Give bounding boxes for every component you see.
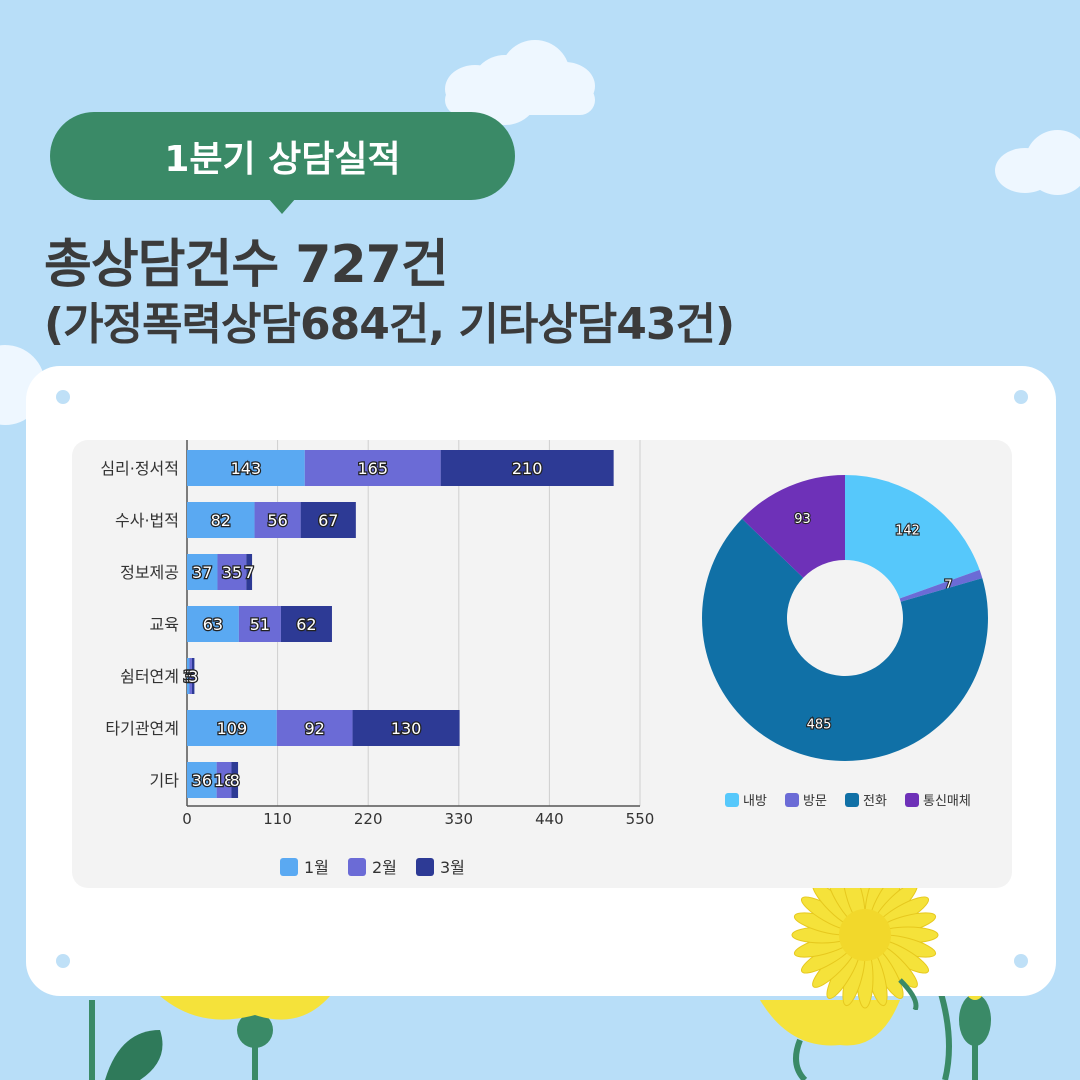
bar-segment [304, 450, 441, 486]
legend-swatch [280, 858, 298, 876]
bar-data-label: 51 [250, 615, 270, 634]
bar-segment [352, 710, 460, 746]
bar-segment [300, 502, 356, 538]
bar-segment [187, 450, 305, 486]
bar-segment [189, 658, 192, 694]
bar-segment [187, 658, 190, 694]
x-tick-label: 440 [535, 810, 564, 828]
bar-data-label: 92 [304, 719, 324, 738]
y-category-label: 교육 [150, 615, 179, 634]
bar-data-label: 210 [512, 459, 543, 478]
bar-segment [187, 710, 277, 746]
card-dot [1014, 390, 1028, 404]
donut-slice [742, 475, 845, 578]
bar-segment [280, 606, 332, 642]
x-tick-label: 110 [263, 810, 292, 828]
legend-label: 2월 [372, 858, 397, 877]
bar-data-label: 62 [296, 615, 316, 634]
bar-segment [216, 762, 232, 798]
badge-tail [268, 198, 296, 214]
x-tick-label: 330 [444, 810, 473, 828]
legend-swatch [905, 793, 919, 807]
legend-label: 통신매체 [923, 794, 971, 809]
legend-swatch [725, 793, 739, 807]
bar-data-label: 7 [244, 563, 254, 582]
y-category-label: 기타 [150, 771, 180, 790]
bar-segment [238, 606, 281, 642]
bar-segment [191, 658, 195, 694]
bar-segment [246, 554, 253, 590]
y-category-label: 심리·정서적 [100, 459, 179, 478]
bar-data-label: 109 [217, 719, 248, 738]
bar-data-label: 63 [203, 615, 223, 634]
donut-data-label: 93 [794, 512, 811, 527]
legend-label: 전화 [863, 794, 887, 809]
headline: 총상담건수 727건 [44, 235, 449, 295]
x-tick-label: 220 [354, 810, 383, 828]
subline: (가정폭력상담684건, 기타상담43건) [44, 299, 735, 350]
legend-label: 내방 [743, 794, 767, 809]
bar-data-label: 37 [192, 563, 212, 582]
bar-data-label: 35 [222, 563, 242, 582]
legend-swatch [785, 793, 799, 807]
bar-segment [187, 554, 218, 590]
donut-slice [702, 518, 988, 761]
legend-label: 1월 [304, 858, 329, 877]
donut-slice [845, 475, 980, 599]
bar-segment [231, 762, 239, 798]
x-tick-label: 0 [182, 810, 192, 828]
bar-data-label: 130 [391, 719, 422, 738]
bar-data-label: 143 [231, 459, 262, 478]
bar-segment [440, 450, 614, 486]
bar-segment [217, 554, 247, 590]
donut-data-label: 7 [944, 579, 952, 594]
donut-data-label: 485 [807, 717, 832, 732]
title-badge: 1분기 상담실적 [50, 112, 515, 200]
bar-data-label: 3 [188, 667, 198, 686]
legend-swatch [845, 793, 859, 807]
card-dot [1014, 954, 1028, 968]
y-category-label: 수사·법적 [115, 511, 179, 530]
y-category-label: 정보제공 [120, 563, 179, 582]
bar-segment [187, 502, 255, 538]
bar-segment [187, 606, 239, 642]
legend-label: 방문 [803, 794, 827, 809]
card-dot [56, 390, 70, 404]
bar-data-label: 67 [318, 511, 338, 530]
bar-segment [276, 710, 353, 746]
donut-data-label: 142 [895, 523, 920, 538]
bar-data-label: 18 [214, 771, 234, 790]
cloud [445, 85, 595, 115]
y-category-label: 쉼터연계 [120, 667, 179, 686]
bar-data-label: 36 [192, 771, 212, 790]
bar-data-label: 8 [230, 771, 240, 790]
legend-label: 3월 [440, 858, 465, 877]
legend-swatch [416, 858, 434, 876]
bar-data-label: 165 [357, 459, 388, 478]
y-category-label: 타기관연계 [105, 719, 179, 738]
x-tick-label: 550 [626, 810, 655, 828]
donut-slice [899, 569, 983, 602]
card-dot [56, 954, 70, 968]
bar-data-label: 82 [211, 511, 231, 530]
bar-data-label: 56 [267, 511, 287, 530]
legend-swatch [348, 858, 366, 876]
cloud [995, 148, 1055, 193]
dandelion-flower [791, 861, 939, 1010]
bar-segment [254, 502, 301, 538]
bar-segment [187, 762, 217, 798]
